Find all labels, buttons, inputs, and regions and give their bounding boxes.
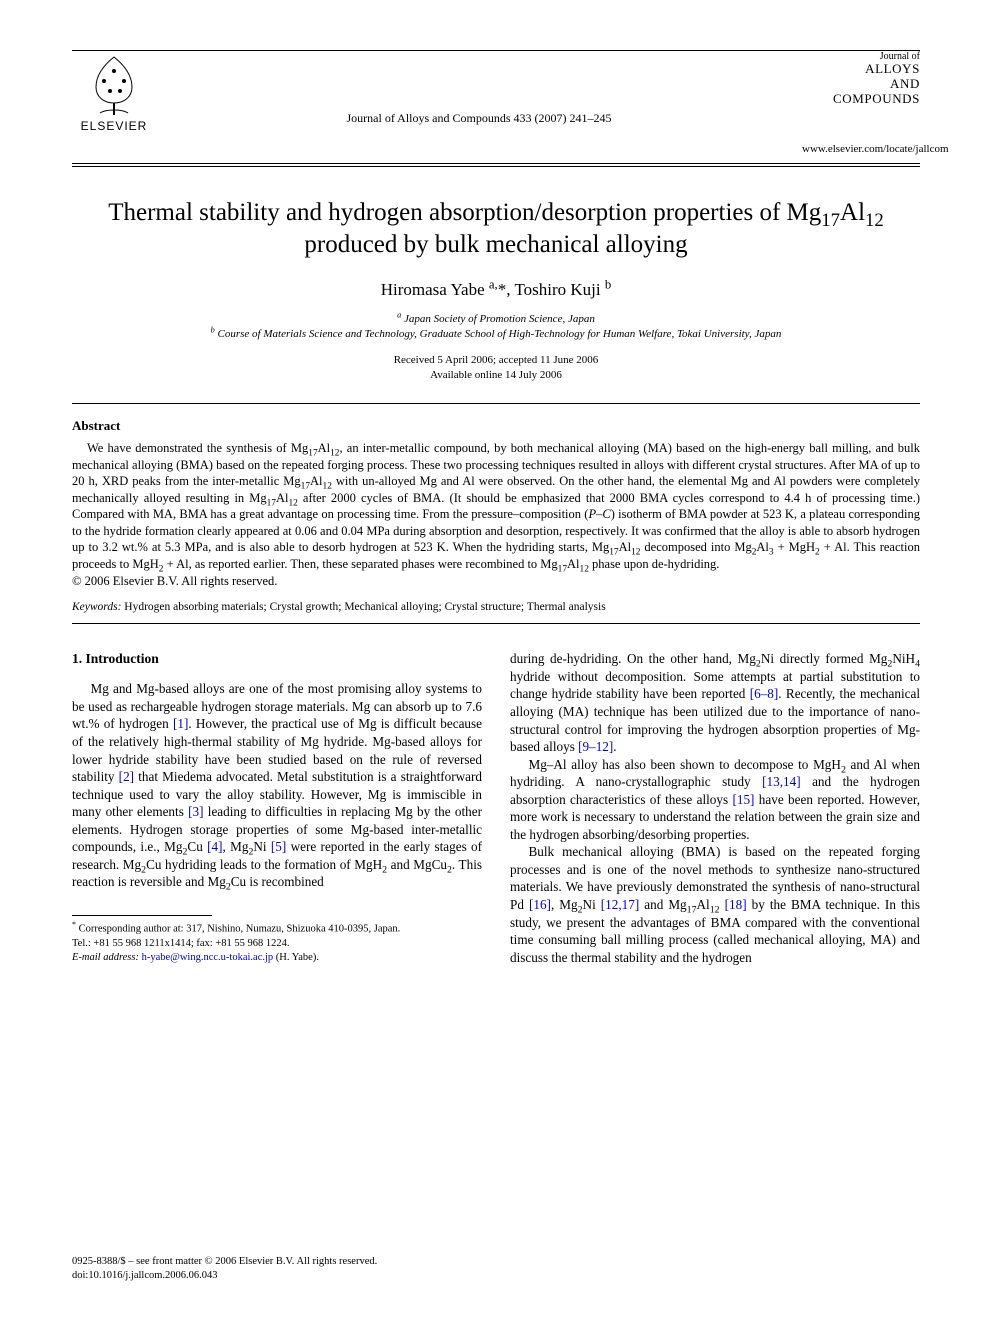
footnote-separator — [72, 915, 212, 916]
column-right: during de-hydriding. On the other hand, … — [510, 650, 920, 966]
email-address[interactable]: h-yabe@wing.ncc.u-tokai.ac.jp — [142, 952, 274, 963]
journal-name-line-2: AND COMPOUNDS — [802, 77, 920, 107]
authors: Hiromasa Yabe a,*, Toshiro Kuji b — [72, 280, 920, 300]
journal-reference: Journal of Alloys and Compounds 433 (200… — [347, 111, 612, 125]
abstract-copyright: © 2006 Elsevier B.V. All rights reserved… — [72, 574, 920, 589]
keywords: Keywords: Hydrogen absorbing materials; … — [72, 601, 920, 613]
rule-above-abstract — [72, 403, 920, 404]
intro-para-2: Mg–Al alloy has also been shown to decom… — [510, 756, 920, 844]
received-date: Received 5 April 2006; accepted 11 June … — [72, 353, 920, 368]
email-label: E-mail address: — [72, 952, 139, 963]
corresponding-line: * Corresponding author at: 317, Nishino,… — [72, 920, 482, 937]
intro-para-1-cont: during de-hydriding. On the other hand, … — [510, 650, 920, 755]
issn-line: 0925-8388/$ – see front matter © 2006 El… — [72, 1255, 920, 1269]
rule-below-keywords — [72, 623, 920, 624]
corresponding-author-footnote: * Corresponding author at: 317, Nishino,… — [72, 920, 482, 965]
email-attribution: (H. Yabe). — [273, 952, 319, 963]
journal-reference-box: Journal of Alloys and Compounds 433 (200… — [156, 51, 802, 127]
article-dates: Received 5 April 2006; accepted 11 June … — [72, 353, 920, 384]
journal-locate-url: www.elsevier.com/locate/jallcom — [802, 143, 920, 155]
publisher-name: ELSEVIER — [81, 119, 148, 133]
keywords-label: Keywords: — [72, 601, 121, 613]
publisher-logo: ELSEVIER — [72, 51, 156, 133]
affiliations: a a Japan Society of Promotion Science, … — [72, 312, 920, 343]
doi-line: doi:10.1016/j.jallcom.2006.06.043 — [72, 1269, 920, 1283]
tel-fax-line: Tel.: +81 55 968 1211x1414; fax: +81 55 … — [72, 937, 482, 951]
journal-name-line-1: ALLOYS — [802, 62, 920, 77]
intro-para-3: Bulk mechanical alloying (BMA) is based … — [510, 843, 920, 966]
column-left: 1. Introduction Mg and Mg-based alloys a… — [72, 650, 482, 966]
section-heading-intro: 1. Introduction — [72, 650, 482, 668]
affiliation-a: a a Japan Society of Promotion Science, … — [72, 312, 920, 327]
body-columns: 1. Introduction Mg and Mg-based alloys a… — [72, 650, 920, 966]
page-header: ELSEVIER Journal of Alloys and Compounds… — [72, 51, 920, 155]
abstract-heading: Abstract — [72, 418, 920, 434]
article-title: Thermal stability and hydrogen absorptio… — [72, 197, 920, 262]
elsevier-tree-icon — [82, 51, 146, 117]
keywords-text: Hydrogen absorbing materials; Crystal gr… — [121, 601, 605, 613]
online-date: Available online 14 July 2006 — [72, 368, 920, 383]
bottom-matter: 0925-8388/$ – see front matter © 2006 El… — [72, 1255, 920, 1283]
email-line: E-mail address: h-yabe@wing.ncc.u-tokai.… — [72, 951, 482, 965]
journal-logo: Journal of ALLOYS AND COMPOUNDS www.else… — [802, 51, 920, 155]
affiliation-b: b Course of Materials Science and Techno… — [72, 327, 920, 342]
abstract-body: We have demonstrated the synthesis of Mg… — [72, 440, 920, 572]
intro-para-1: Mg and Mg-based alloys are one of the mo… — [72, 680, 482, 891]
